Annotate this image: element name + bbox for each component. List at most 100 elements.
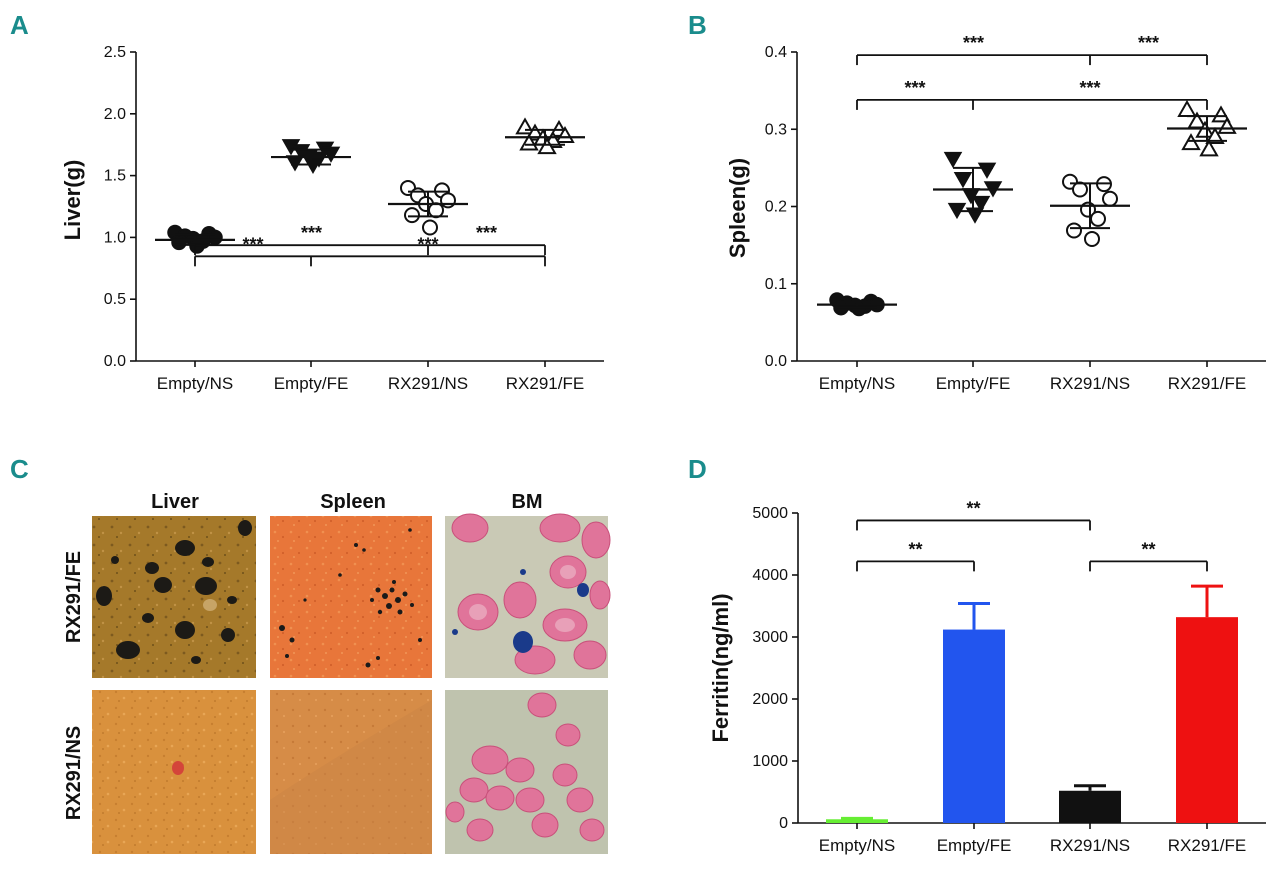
data-point [555, 126, 575, 144]
data-point [1084, 230, 1100, 247]
panel-c: C Liver Spleen BM RX291/FE RX291/NS [10, 454, 611, 854]
y-axis-label-a: Liver(g) [60, 160, 85, 241]
x-category-label: Empty/FE [936, 374, 1011, 393]
data-point [977, 162, 997, 179]
mean-sd-bars-a [155, 128, 585, 246]
bar [1176, 617, 1238, 823]
data-point [171, 234, 187, 251]
y-tick-labels-d: 0 1000 2000 3000 4000 5000 [752, 505, 788, 832]
y-tick-label: 1.5 [104, 168, 126, 185]
data-point [1211, 105, 1231, 123]
error-bars-d [841, 584, 1223, 820]
data-point [404, 207, 420, 224]
mean-sd-bars-b [817, 115, 1247, 309]
data-point [1177, 99, 1197, 117]
data-point [537, 137, 557, 155]
y-tick-label: 0.4 [765, 44, 787, 61]
panel-a: A Liver(g) 0.00.51.01.52.02.5 Empty/NS Em… [10, 10, 604, 393]
axes-a [130, 51, 604, 367]
y-tick-label: 1.0 [104, 229, 126, 246]
bar [826, 819, 888, 823]
y-tick-label: 4000 [752, 567, 788, 584]
significance-label: *** [301, 223, 322, 243]
x-category-label: RX291/NS [1050, 836, 1130, 855]
x-category-label: Empty/FE [274, 374, 349, 393]
panel-letter-a: A [10, 10, 29, 40]
axes-b [791, 51, 1266, 367]
data-point [428, 202, 444, 219]
y-tick-labels-a: 0.0 0.5 1.0 1.5 2.0 2.5 [104, 44, 126, 370]
significance-label: *** [963, 33, 984, 53]
data-point [1205, 126, 1225, 144]
x-category-label: Empty/NS [819, 836, 896, 855]
y-axis-label-d: Ferritin(ng/ml) [708, 593, 733, 742]
x-category-label: RX291/FE [506, 374, 584, 393]
y-tick-label: 0.1 [765, 276, 787, 293]
x-category-label: RX291/NS [1050, 374, 1130, 393]
panel-letter-b: B [688, 10, 707, 40]
row-label-rx291-fe: RX291/FE [63, 551, 85, 643]
significance-brackets-b: *** *** *** *** [856, 33, 1208, 110]
data-point [519, 133, 539, 151]
panel-letter-c: C [10, 454, 29, 484]
micrograph-bm-rx291-fe [445, 513, 611, 678]
data-point [1066, 222, 1082, 239]
y-tick-label: 1000 [752, 753, 788, 770]
y-tick-labels-b: 0.0 0.1 0.2 0.3 0.4 [765, 44, 787, 370]
bars-d [826, 617, 1238, 823]
y-tick-label: 2000 [752, 691, 788, 708]
x-category-labels-a: Empty/NS Empty/FE RX291/NS RX291/FE [157, 374, 584, 393]
y-tick-label: 0.0 [104, 353, 126, 370]
y-tick-label: 5000 [752, 505, 788, 522]
significance-brackets-a: *** *** *** *** [194, 223, 546, 267]
data-point [1195, 120, 1215, 138]
significance-label: ** [1141, 539, 1155, 559]
significance-label: ** [966, 498, 980, 518]
data-point [1072, 181, 1088, 198]
panel-b: B Spleen(g) 0.00.10.20.30.4 Empty/NS Empt… [688, 10, 1266, 393]
y-tick-label: 3000 [752, 629, 788, 646]
x-category-label: Empty/FE [937, 836, 1012, 855]
row-label-rx291-ns: RX291/NS [63, 726, 85, 821]
x-category-labels-b: Empty/NS Empty/FE RX291/NS RX291/FE [819, 374, 1246, 393]
y-axis-label-b: Spleen(g) [725, 158, 750, 258]
column-label-spleen: Spleen [320, 491, 386, 513]
x-category-label: RX291/FE [1168, 374, 1246, 393]
y-tick-label: 0.5 [104, 291, 126, 308]
y-tick-label: 0 [779, 815, 788, 832]
y-tick-label: 0.2 [765, 199, 787, 216]
data-point [1199, 139, 1219, 157]
y-tick-label: 0.0 [765, 353, 787, 370]
x-category-label: RX291/NS [388, 374, 468, 393]
significance-label: *** [904, 78, 925, 98]
bar [943, 629, 1005, 823]
x-category-label: Empty/NS [819, 374, 896, 393]
y-tick-label: 0.3 [765, 121, 787, 138]
data-point [953, 171, 973, 189]
x-category-labels-d: Empty/NS Empty/FE RX291/NS RX291/FE [819, 836, 1246, 855]
micrograph-spleen-rx291-fe [270, 516, 432, 678]
panel-letter-d: D [688, 454, 707, 484]
x-category-label: RX291/FE [1168, 836, 1246, 855]
data-point [971, 195, 991, 213]
micrograph-liver-rx291-ns [92, 690, 256, 854]
significance-label: ** [908, 539, 922, 559]
data-point [440, 192, 456, 209]
micrograph-liver-rx291-fe [92, 516, 256, 678]
significance-brackets-d: ** ** ** [856, 498, 1208, 572]
significance-label: *** [242, 234, 263, 254]
significance-label: *** [1138, 33, 1159, 53]
data-point [1102, 190, 1118, 207]
y-tick-label: 2.5 [104, 44, 126, 61]
data-point [1090, 210, 1106, 227]
micrograph-bm-rx291-ns [445, 690, 608, 854]
data-point [943, 151, 963, 169]
column-label-liver: Liver [151, 491, 199, 513]
significance-label: *** [417, 234, 438, 254]
bar [1059, 790, 1121, 823]
significance-label: *** [476, 223, 497, 243]
data-points-b [829, 99, 1237, 317]
data-point [321, 146, 341, 163]
x-category-label: Empty/NS [157, 374, 234, 393]
